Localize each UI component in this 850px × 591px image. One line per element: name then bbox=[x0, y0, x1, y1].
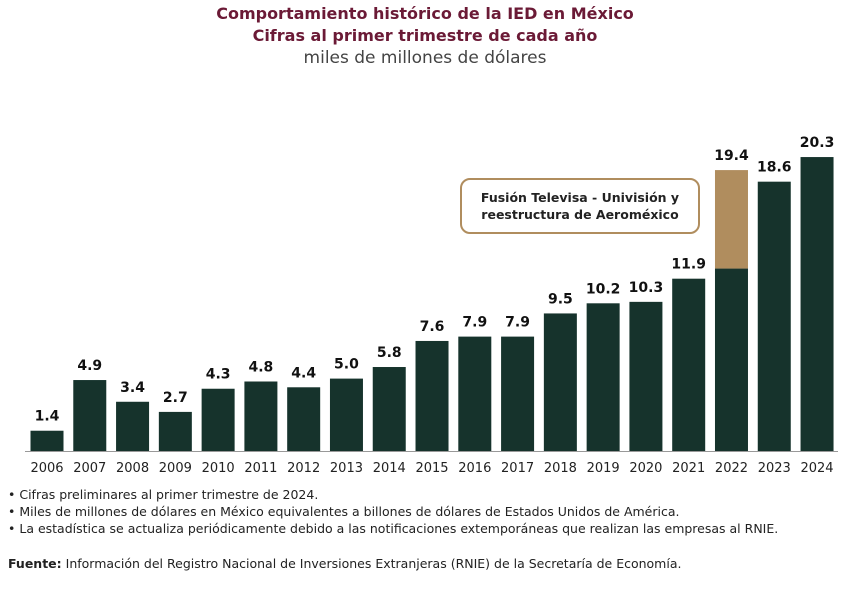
bar-2022-base bbox=[714, 268, 748, 451]
note: Cifras preliminares al primer trimestre … bbox=[8, 486, 778, 503]
bar-2020 bbox=[629, 301, 663, 451]
x-tick-label: 2012 bbox=[287, 461, 320, 476]
annotation-line1: Fusión Televisa - Univisión y bbox=[480, 190, 680, 205]
data-label: 4.9 bbox=[77, 358, 102, 374]
x-tick-label: 2008 bbox=[116, 461, 149, 476]
bar-2019 bbox=[586, 303, 620, 451]
x-tick-label: 2007 bbox=[73, 461, 106, 476]
bar-2016 bbox=[458, 336, 492, 451]
x-tick-label: 2006 bbox=[30, 461, 63, 476]
bar-2012 bbox=[287, 387, 321, 451]
x-tick-label: 2011 bbox=[244, 461, 277, 476]
data-label: 7.9 bbox=[462, 315, 487, 331]
x-tick-label: 2023 bbox=[758, 461, 791, 476]
x-tick-label: 2014 bbox=[373, 461, 406, 476]
bar-2024 bbox=[800, 157, 834, 451]
x-tick-label: 2010 bbox=[202, 461, 235, 476]
bar-2006 bbox=[30, 430, 64, 451]
bar-2013 bbox=[329, 378, 363, 451]
bar-2010 bbox=[201, 388, 235, 451]
data-label: 2.7 bbox=[163, 390, 188, 406]
bar-2017 bbox=[501, 336, 535, 451]
bar-2021 bbox=[672, 278, 706, 451]
x-tick-label: 2021 bbox=[672, 461, 705, 476]
x-tick-label: 2024 bbox=[800, 461, 833, 476]
annotation-line2: reestructura de Aeroméxico bbox=[481, 207, 679, 222]
data-label: 5.8 bbox=[377, 345, 402, 361]
data-label: 3.4 bbox=[120, 380, 145, 396]
x-tick-label: 2018 bbox=[544, 461, 577, 476]
x-tick-label: 2009 bbox=[159, 461, 192, 476]
data-label: 19.4 bbox=[714, 148, 749, 164]
data-label: 18.6 bbox=[757, 160, 792, 176]
source: Fuente: Información del Registro Naciona… bbox=[8, 556, 681, 571]
data-label: 4.4 bbox=[291, 365, 316, 381]
data-label: 10.2 bbox=[586, 281, 621, 297]
note: Miles de millones de dólares en México e… bbox=[8, 503, 778, 520]
bar-2023 bbox=[757, 181, 791, 451]
bar-2011 bbox=[244, 381, 278, 451]
bar-2015 bbox=[415, 340, 449, 451]
bar-2014 bbox=[372, 367, 406, 451]
data-label: 20.3 bbox=[800, 135, 835, 151]
chart-units: miles de millones de dólares bbox=[303, 48, 547, 68]
bar-2008 bbox=[116, 401, 150, 451]
source-text: Información del Registro Nacional de Inv… bbox=[61, 556, 682, 571]
bar-2018 bbox=[543, 313, 577, 451]
bar-2007 bbox=[73, 380, 107, 451]
data-label: 4.8 bbox=[248, 359, 273, 375]
x-tick-label: 2022 bbox=[715, 461, 748, 476]
bar-chart: 1.4 2006 4.9 2007 3.4 2008 2.7 2009 4.3 2010 4.8 20… bbox=[25, 135, 838, 476]
x-tick-label: 2016 bbox=[458, 461, 491, 476]
data-label: 4.3 bbox=[206, 367, 231, 383]
chart-subtitle: Cifras al primer trimestre de cada año bbox=[252, 26, 598, 45]
note: La estadística se actualiza periódicamen… bbox=[8, 520, 778, 537]
data-label: 9.5 bbox=[548, 291, 573, 307]
data-label: 1.4 bbox=[35, 409, 60, 425]
data-label: 5.0 bbox=[334, 357, 359, 373]
data-label: 11.9 bbox=[671, 257, 706, 273]
bar-2009 bbox=[158, 411, 192, 451]
source-label: Fuente: bbox=[8, 556, 62, 571]
data-label: 7.9 bbox=[505, 315, 530, 331]
x-tick-label: 2013 bbox=[330, 461, 363, 476]
bar-2022-extra bbox=[714, 170, 748, 269]
x-tick-label: 2019 bbox=[587, 461, 620, 476]
annotation-box: Fusión Televisa - Univisión y reestructur… bbox=[460, 178, 700, 234]
x-tick-label: 2017 bbox=[501, 461, 534, 476]
notes: Cifras preliminares al primer trimestre … bbox=[8, 486, 778, 537]
x-tick-label: 2015 bbox=[415, 461, 448, 476]
data-label: 10.3 bbox=[629, 280, 664, 296]
chart-title: Comportamiento histórico de la IED en Mé… bbox=[216, 4, 634, 23]
x-tick-label: 2020 bbox=[629, 461, 662, 476]
data-label: 7.6 bbox=[420, 319, 445, 335]
